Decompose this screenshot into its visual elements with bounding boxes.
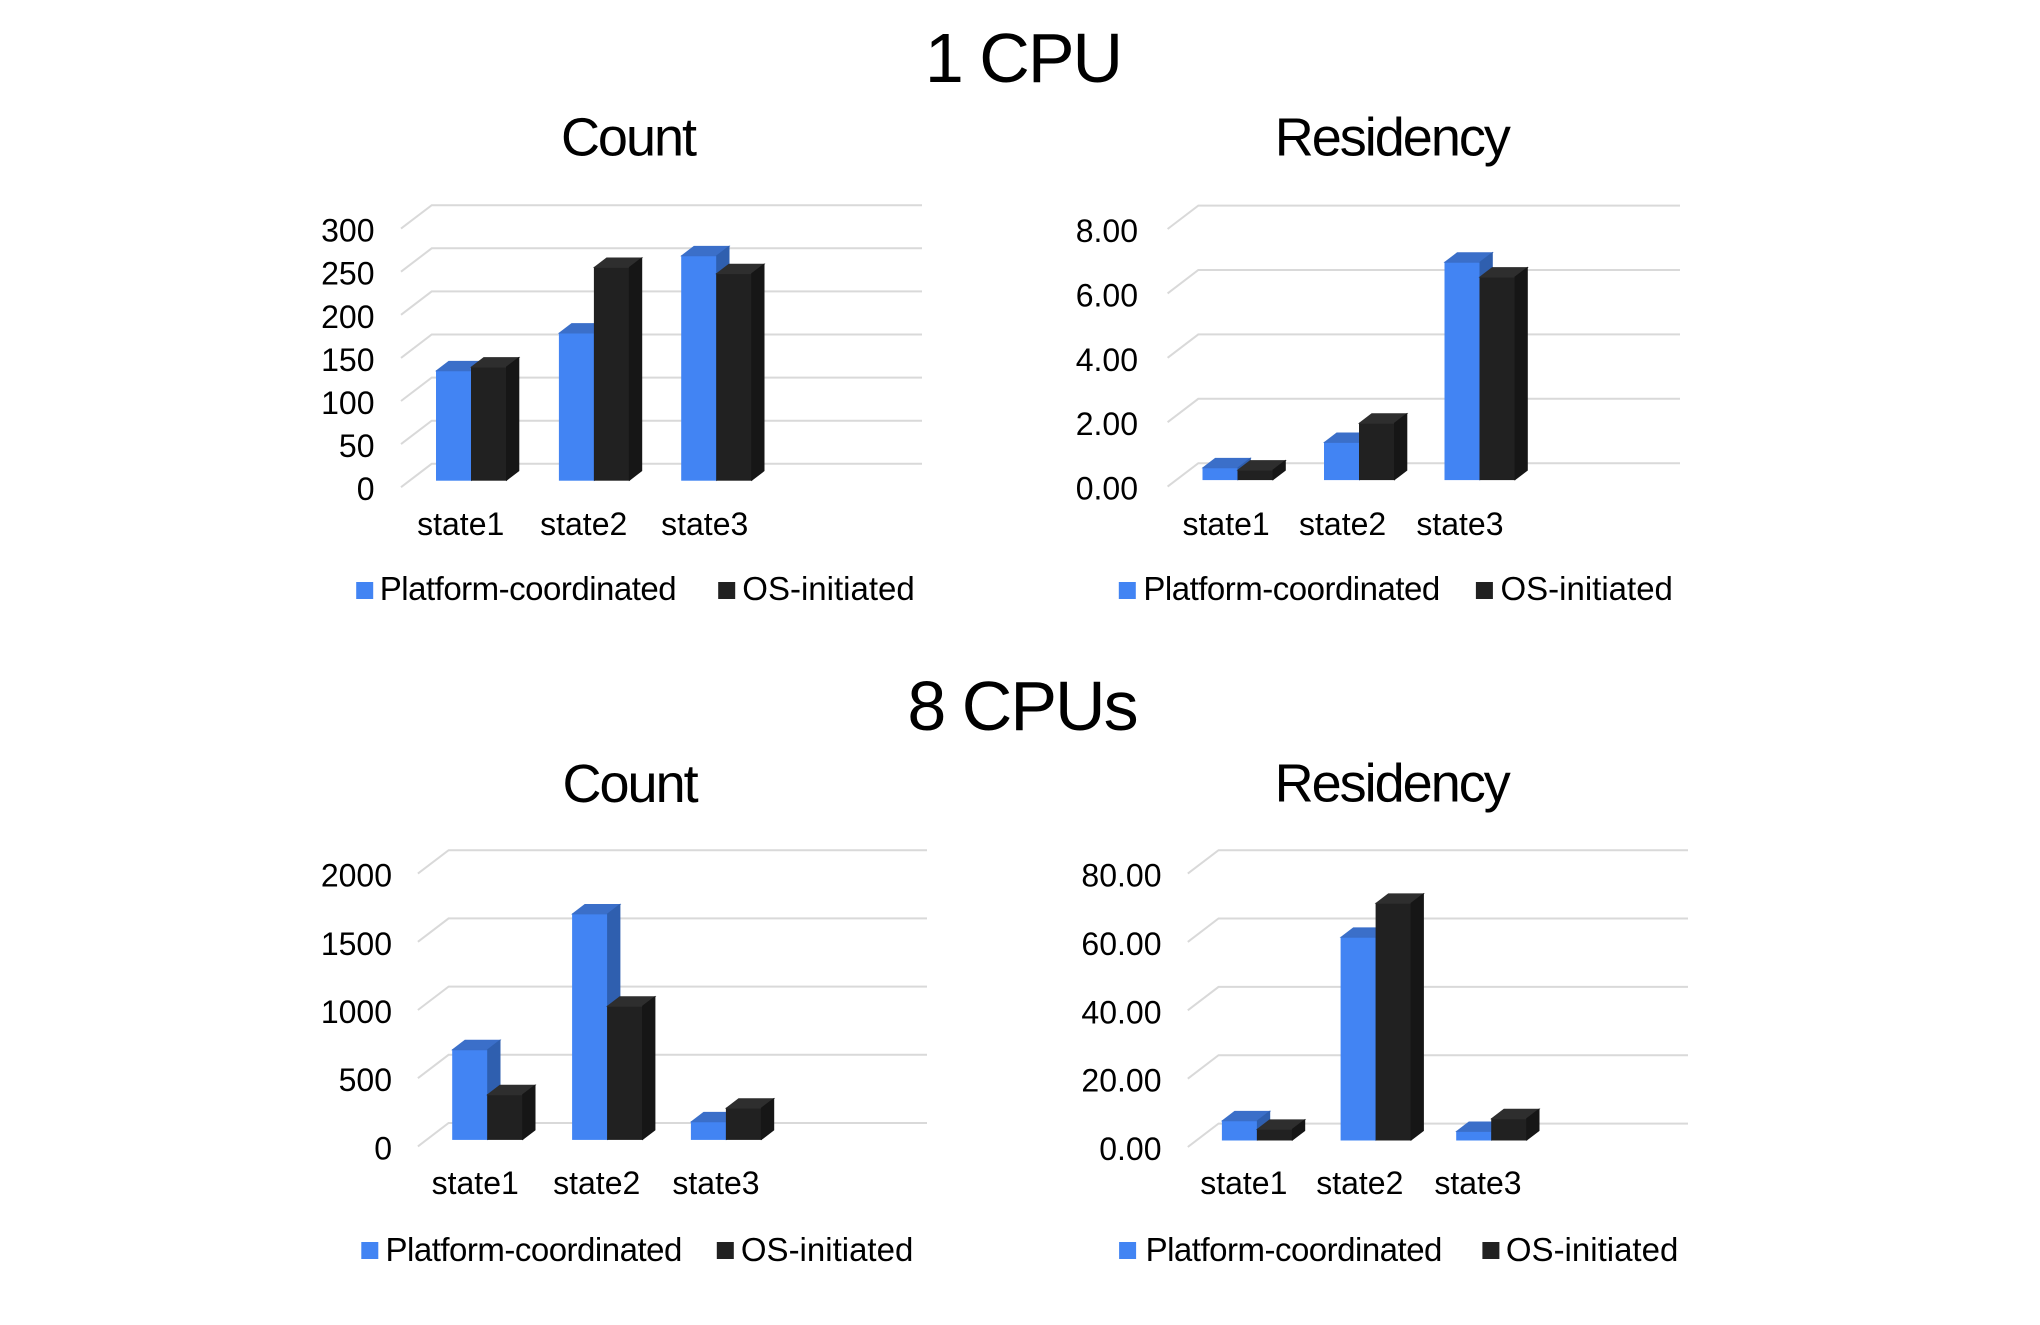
- svg-text:OS-initiated: OS-initiated: [742, 570, 914, 607]
- svg-text:state3: state3: [661, 506, 748, 542]
- svg-text:300: 300: [321, 213, 374, 249]
- svg-text:state2: state2: [553, 1165, 640, 1201]
- svg-text:0: 0: [374, 1130, 392, 1166]
- svg-text:state1: state1: [417, 506, 504, 542]
- svg-text:50: 50: [339, 428, 375, 464]
- svg-text:OS-initiated: OS-initiated: [741, 1231, 913, 1268]
- svg-text:40.00: 40.00: [1081, 994, 1161, 1030]
- svg-text:6.00: 6.00: [1076, 277, 1138, 313]
- svg-text:2000: 2000: [321, 858, 392, 894]
- svg-text:state3: state3: [1434, 1165, 1521, 1201]
- svg-text:1 CPU: 1 CPU: [925, 19, 1121, 97]
- svg-text:Platform-coordinated: Platform-coordinated: [386, 1231, 682, 1268]
- svg-text:Count: Count: [561, 108, 697, 168]
- svg-text:8 CPUs: 8 CPUs: [907, 667, 1136, 745]
- svg-text:state1: state1: [1183, 506, 1270, 542]
- svg-text:500: 500: [339, 1062, 392, 1098]
- svg-text:0.00: 0.00: [1099, 1131, 1161, 1167]
- svg-text:OS-initiated: OS-initiated: [1506, 1231, 1678, 1268]
- svg-text:150: 150: [321, 342, 374, 378]
- svg-text:1500: 1500: [321, 926, 392, 962]
- svg-text:Residency: Residency: [1275, 108, 1511, 168]
- svg-text:Platform-coordinated: Platform-coordinated: [1143, 570, 1439, 607]
- svg-text:state3: state3: [672, 1165, 759, 1201]
- svg-text:60.00: 60.00: [1081, 926, 1161, 962]
- svg-text:Platform-coordinated: Platform-coordinated: [380, 570, 676, 607]
- svg-text:state1: state1: [432, 1165, 519, 1201]
- svg-text:state1: state1: [1200, 1165, 1287, 1201]
- svg-text:state2: state2: [1316, 1165, 1403, 1201]
- svg-text:Residency: Residency: [1275, 754, 1511, 814]
- svg-text:OS-initiated: OS-initiated: [1501, 570, 1673, 607]
- svg-text:state2: state2: [540, 506, 627, 542]
- svg-text:Platform-coordinated: Platform-coordinated: [1146, 1231, 1442, 1268]
- svg-text:200: 200: [321, 299, 374, 335]
- svg-text:8.00: 8.00: [1076, 213, 1138, 249]
- svg-text:2.00: 2.00: [1076, 406, 1138, 442]
- svg-text:20.00: 20.00: [1081, 1063, 1161, 1099]
- svg-text:Count: Count: [563, 754, 699, 814]
- svg-text:80.00: 80.00: [1081, 858, 1161, 894]
- svg-text:0: 0: [357, 471, 375, 507]
- svg-text:250: 250: [321, 256, 374, 292]
- svg-text:100: 100: [321, 385, 374, 421]
- svg-text:state3: state3: [1416, 506, 1503, 542]
- svg-text:1000: 1000: [321, 994, 392, 1030]
- svg-text:4.00: 4.00: [1076, 342, 1138, 378]
- svg-text:0.00: 0.00: [1076, 471, 1138, 507]
- svg-text:state2: state2: [1299, 506, 1386, 542]
